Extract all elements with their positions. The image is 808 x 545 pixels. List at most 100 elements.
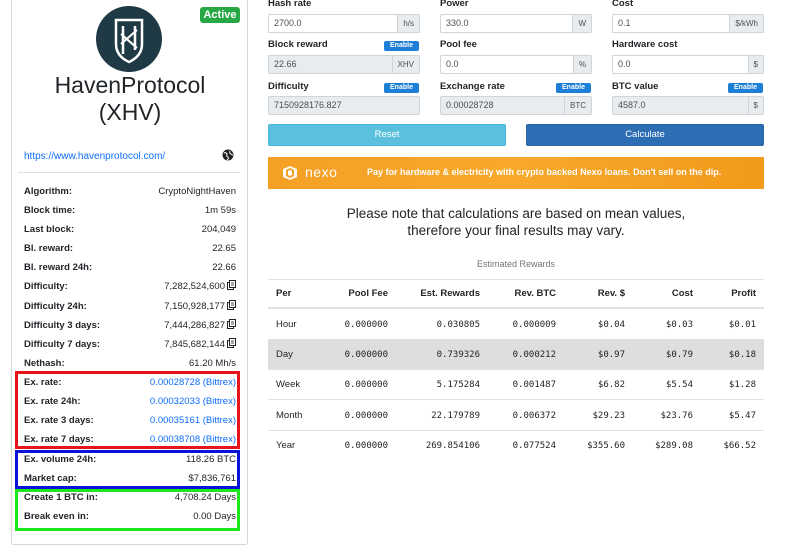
row-cost: $0.79 (665, 350, 693, 360)
nexo-logo-icon (283, 166, 297, 180)
block-reward-enable-button[interactable]: Enable (384, 41, 419, 51)
coin-ticker: (XHV) (98, 99, 162, 125)
exchange-rate-link[interactable]: 0.00038708 (Bittrex) (149, 434, 236, 445)
coin-title: HavenProtocol (XHV) (12, 72, 248, 126)
power-label: Power (440, 0, 469, 9)
calculate-button[interactable]: Calculate (526, 124, 764, 146)
cost-input[interactable]: 0.1 (618, 18, 631, 28)
row-rev-usd: $355.60 (587, 441, 625, 451)
stat-label: Difficulty 3 days: (24, 320, 101, 331)
stat-row-nethash: Nethash: 61.20 Mh/s (24, 354, 236, 373)
power-field[interactable]: 330.0 W (440, 14, 592, 33)
stat-row-block-time: Block time: 1m 59s (24, 201, 236, 220)
stat-label: Break even in: (24, 511, 89, 522)
reset-button[interactable]: Reset (268, 124, 506, 146)
btc-value-unit: $ (747, 97, 763, 114)
btc-value-enable-button[interactable]: Enable (728, 83, 763, 93)
globe-icon[interactable] (222, 149, 234, 161)
banner-text: Pay for hardware & electricity with cryp… (367, 167, 722, 177)
exchange-rate-label: Exchange rate (440, 81, 505, 92)
power-input[interactable]: 330.0 (446, 18, 469, 28)
btc-value-field[interactable]: 4587.0 $ (612, 96, 764, 115)
row-est-rewards: 269.854106 (425, 441, 480, 451)
stat-value: CryptoNightHaven (158, 186, 236, 197)
stat-label: Difficulty: (24, 281, 68, 292)
stat-row-break-even: Break even in: 0.00 Days (24, 507, 236, 526)
volume-marketcap-highlight (15, 450, 240, 489)
table-row: Year 0.000000 269.854106 0.077524 $355.6… (268, 431, 764, 461)
pool-fee-input[interactable]: 0.0 (446, 59, 459, 69)
row-rev-usd: $0.04 (597, 320, 625, 330)
stat-value-text: 7,150,928,177 (164, 301, 225, 312)
profitability-highlight (15, 489, 240, 531)
cost-field[interactable]: 0.1 $/kWh (612, 14, 764, 33)
exchange-rate-link[interactable]: 0.00028728 (Bittrex) (149, 377, 236, 388)
copy-icon[interactable] (227, 338, 236, 348)
block-reward-input[interactable]: 22.66 (274, 59, 297, 69)
row-profit: $66.52 (723, 441, 756, 451)
exchange-rate-enable-button[interactable]: Enable (556, 83, 591, 93)
stat-value: 7,444,286,827 (164, 316, 236, 335)
row-pool-fee: 0.000000 (344, 380, 388, 390)
exchange-rate-field[interactable]: 0.00028728 BTC (440, 96, 592, 115)
row-est-rewards: 22.179789 (431, 411, 480, 421)
stat-label: Ex. rate 7 days: (24, 434, 94, 445)
stat-value: 22.65 (212, 243, 236, 254)
pool-fee-label: Pool fee (440, 39, 477, 50)
btc-value-input[interactable]: 4587.0 (618, 100, 646, 110)
header-rev-usd: Rev. $ (597, 288, 625, 299)
stat-row-ex-volume-24h: Ex. volume 24h: 118.26 BTC (24, 450, 236, 469)
copy-icon[interactable] (227, 280, 236, 290)
row-period: Month (276, 410, 303, 421)
hardware-cost-input[interactable]: 0.0 (618, 59, 631, 69)
stat-row-difficulty-3-days: Difficulty 3 days: 7,444,286,827 (24, 316, 236, 335)
cost-label: Cost (612, 0, 634, 9)
stat-label: Block time: (24, 205, 76, 216)
exchange-rate-input[interactable]: 0.00028728 (446, 100, 494, 110)
copy-icon[interactable] (227, 319, 236, 329)
row-profit: $5.47 (728, 411, 756, 421)
stat-value: 7,282,524,600 (164, 277, 236, 296)
exchange-rate-link[interactable]: 0.00032033 (Bittrex) (149, 396, 236, 407)
nexo-ad-banner[interactable]: nexo Pay for hardware & electricity with… (268, 157, 764, 189)
difficulty-enable-button[interactable]: Enable (384, 83, 419, 93)
row-cost: $289.08 (655, 441, 693, 451)
stat-value: 1m 59s (204, 205, 236, 216)
pool-fee-field[interactable]: 0.0 % (440, 55, 592, 74)
hash-rate-field[interactable]: 2700.0 h/s (268, 14, 420, 33)
hardware-cost-field[interactable]: 0.0 $ (612, 55, 764, 74)
note-line: therefore your final results may vary. (407, 222, 625, 238)
exchange-rate-link[interactable]: 0.00035161 (Bittrex) (149, 415, 236, 426)
btc-value-label: BTC value (612, 81, 659, 92)
stat-row-block-reward: Bl. reward: 22.65 (24, 239, 236, 258)
row-period: Week (276, 379, 301, 390)
exchange-rate-unit: BTC (564, 97, 591, 114)
stat-value: 7,845,682,144 (164, 335, 236, 354)
calculation-note: Please note that calculations are based … (268, 206, 764, 239)
stat-value: $7,836,761 (188, 473, 236, 484)
hash-rate-unit: h/s (397, 15, 419, 32)
difficulty-field[interactable]: 7150928176.827 (268, 96, 420, 115)
row-period: Year (276, 440, 296, 451)
difficulty-input[interactable]: 7150928176.827 (274, 100, 342, 110)
row-rev-btc: 0.006372 (512, 411, 556, 421)
hash-rate-input[interactable]: 2700.0 (274, 18, 302, 28)
row-pool-fee: 0.000000 (344, 411, 388, 421)
row-rev-btc: 0.000212 (512, 350, 556, 360)
row-pool-fee: 0.000000 (344, 350, 388, 360)
row-cost: $0.03 (665, 320, 693, 330)
website-link[interactable]: https://www.havenprotocol.com/ (24, 151, 166, 162)
stat-label: Difficulty 24h: (24, 301, 87, 312)
row-profit: $1.28 (728, 380, 756, 390)
nexo-brand: nexo (305, 164, 338, 180)
stat-row-ex-rate-7-days: Ex. rate 7 days: 0.00038708 (Bittrex) (24, 430, 236, 449)
copy-icon[interactable] (227, 300, 236, 310)
block-reward-label: Block reward (268, 39, 328, 50)
stat-row-ex-rate: Ex. rate: 0.00028728 (Bittrex) (24, 373, 236, 392)
pool-fee-unit: % (572, 56, 591, 73)
stat-label: Ex. volume 24h: (24, 454, 97, 465)
row-cost: $23.76 (660, 411, 693, 421)
row-est-rewards: 5.175284 (436, 380, 480, 390)
block-reward-field[interactable]: 22.66 XHV (268, 55, 420, 74)
header-rev-btc: Rev. BTC (514, 288, 556, 299)
